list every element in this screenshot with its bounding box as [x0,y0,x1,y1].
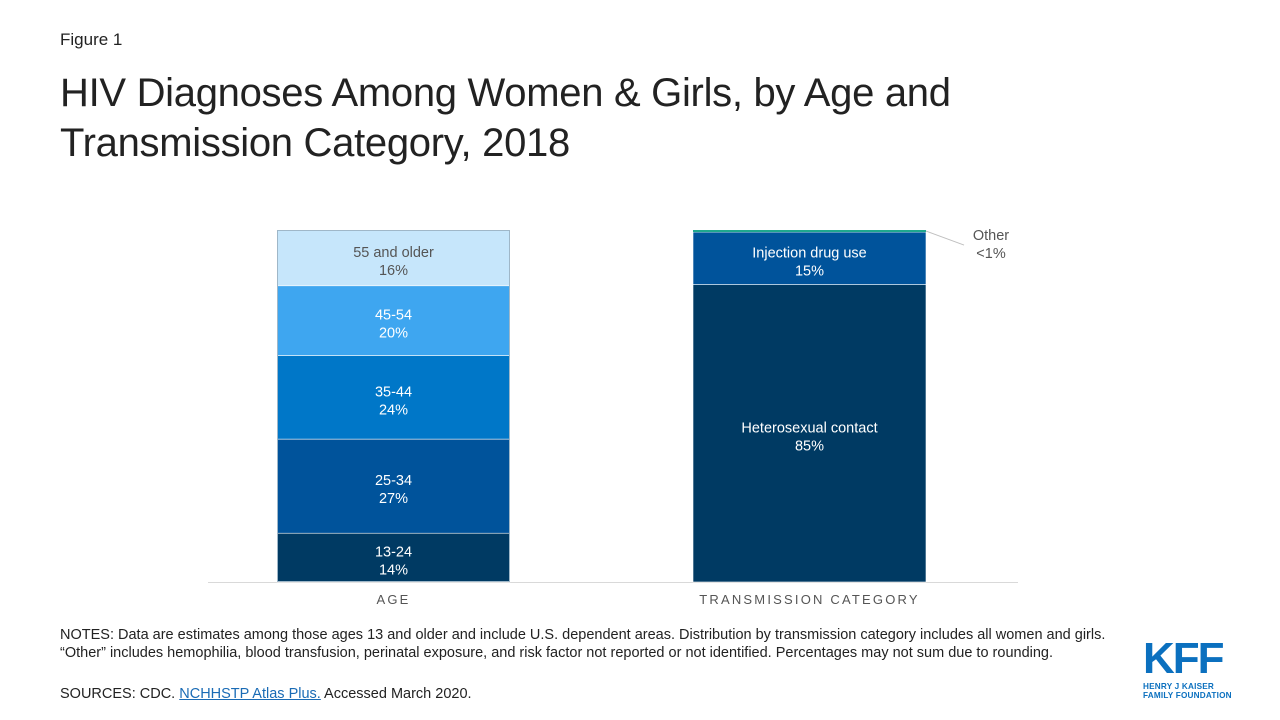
segment-value-13-24: 14% [379,563,408,579]
sources-prefix: SOURCES: CDC. [60,686,176,702]
bar-segment-35-44 [276,355,511,440]
bar-outline-age [277,230,510,582]
notes-text: NOTES: Data are estimates among those ag… [60,627,1106,661]
bar-segment-injection-drug-use [692,231,927,285]
callout-label-other: Other [973,228,1009,244]
segment-value-45-54: 20% [379,326,408,342]
segment-label-13-24: 13-24 [375,545,412,561]
kff-logo-mark: KFF [1143,634,1225,683]
category-label-transmission-category: TRANSMISSION CATEGORY [699,592,920,607]
callout-value-other: <1% [976,246,1006,262]
chart-title: HIV Diagnoses Among Women & Girls, by Ag… [60,71,951,165]
sources-suffix: Accessed March 2020. [324,686,472,702]
segment-label-55-and-older: 55 and older [353,245,434,261]
bar-segment-45-54 [276,285,511,356]
sources-line: SOURCES: CDC. NCHHSTP Atlas Plus. Access… [60,686,472,702]
bar-segment-other [693,230,926,233]
bar-segment-55-and-older [276,229,511,287]
callout-leader-other [925,230,965,246]
segment-label-25-34: 25-34 [375,473,412,489]
segment-label-heterosexual-contact: Heterosexual contact [741,420,877,436]
segment-value-55-and-older: 16% [379,263,408,279]
segment-value-25-34: 27% [379,491,408,507]
sources-link[interactable]: NCHHSTP Atlas Plus. [179,686,321,702]
segment-value-injection-drug-use: 15% [795,263,824,279]
kff-logo: KFF HENRY J KAISER FAMILY FOUNDATION [1143,634,1235,701]
stacked-bar-chart: 13-24 14% 25-34 27% 35-44 24% 45-54 20% 55 and o… [208,228,1018,607]
segment-label-injection-drug-use: Injection drug use [752,245,866,261]
segment-value-35-44: 24% [379,402,408,418]
bar-segment-25-34 [276,438,511,534]
kff-logo-line1: HENRY J KAISER [1143,682,1215,691]
figure-label: Figure 1 [60,30,123,49]
category-label-age: AGE [376,592,410,607]
segment-value-heterosexual-contact: 85% [795,438,824,454]
kff-logo-line2: FAMILY FOUNDATION [1143,691,1232,700]
bar-segment-heterosexual-contact [692,284,927,583]
segment-label-45-54: 45-54 [375,308,412,324]
segment-label-35-44: 35-44 [375,384,412,400]
